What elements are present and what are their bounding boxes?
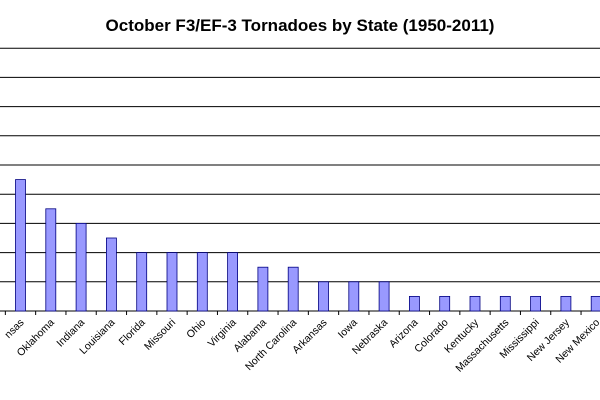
x-tick-label: Ohio [184, 317, 208, 341]
x-tick-label: Missouri [142, 317, 178, 353]
x-tick-label: nsas [2, 317, 26, 341]
bar-ohio [196, 252, 208, 312]
bar-arkansas [318, 281, 329, 312]
bars [15, 179, 600, 312]
x-tick-label: Iowa [336, 317, 360, 341]
bar-texas [15, 179, 26, 312]
bar-indiana [75, 222, 87, 312]
bar-missouri [166, 252, 178, 312]
gridlines [0, 47, 600, 315]
bar-new-mexico [590, 295, 600, 312]
bar-arizona [408, 295, 420, 312]
bar-massachusetts [499, 295, 511, 312]
bar-oklahoma [45, 208, 57, 312]
bar-florida [136, 252, 148, 312]
bar-kentucky [469, 295, 481, 312]
x-tick-label: Massachusetts [453, 317, 511, 375]
bar-louisiana [106, 237, 117, 312]
bar-nebraska [378, 281, 390, 312]
bar-north-carolina [287, 266, 299, 312]
chart-title: October F3/EF-3 Tornadoes by State (1950… [105, 16, 495, 35]
bar-mississippi [530, 295, 541, 312]
bar-alabama [257, 266, 269, 312]
bar-virginia [227, 252, 239, 312]
bar-new-jersey [560, 295, 572, 312]
bar-colorado [439, 295, 451, 312]
bar-iowa [348, 281, 360, 312]
